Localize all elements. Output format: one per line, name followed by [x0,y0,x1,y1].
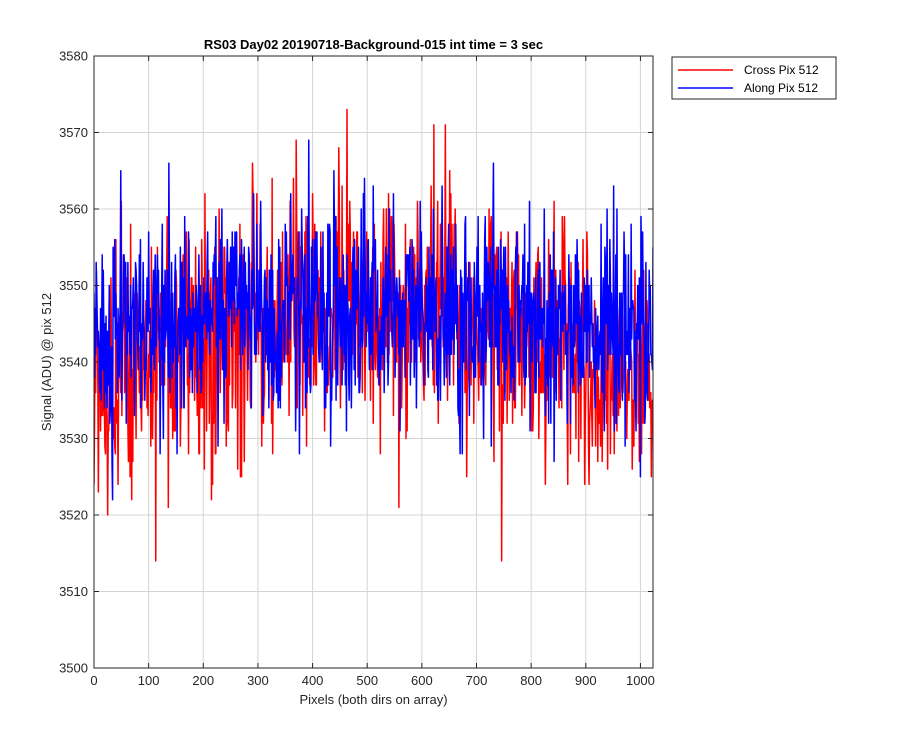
x-tick-label: 700 [466,673,488,688]
y-tick-label: 3570 [59,125,88,140]
x-tick-label: 600 [411,673,433,688]
y-tick-label: 3530 [59,431,88,446]
x-tick-label: 1000 [626,673,655,688]
chart-title: RS03 Day02 20190718-Background-015 int t… [204,37,543,52]
y-tick-label: 3550 [59,278,88,293]
legend: Cross Pix 512 Along Pix 512 [671,56,837,100]
legend-label-cross: Cross Pix 512 [744,63,819,77]
data-series [94,108,653,562]
y-tick-label: 3580 [59,49,88,64]
x-tick-label: 300 [247,673,269,688]
y-tick-label: 3520 [59,508,88,523]
y-tick-label: 3540 [59,355,88,370]
legend-label-along: Along Pix 512 [744,81,818,95]
x-tick-label: 0 [90,673,97,688]
series-line-along-pix [94,139,653,501]
legend-box [671,56,837,100]
y-tick-label: 3560 [59,202,88,217]
x-axis-label: Pixels (both dirs on array) [299,692,447,707]
y-tick-label: 3510 [59,584,88,599]
x-tick-label: 400 [302,673,324,688]
axis-ticks: 0 100 200 300 400 500 600 700 800 900 1000 3500 3510… [59,49,655,689]
x-tick-label: 800 [520,673,542,688]
x-tick-label: 500 [356,673,378,688]
y-axis-label: Signal (ADU) @ pix 512 [39,293,54,431]
x-tick-label: 100 [138,673,160,688]
x-tick-label: 900 [575,673,597,688]
y-tick-label: 3500 [59,661,88,676]
x-tick-label: 200 [192,673,214,688]
